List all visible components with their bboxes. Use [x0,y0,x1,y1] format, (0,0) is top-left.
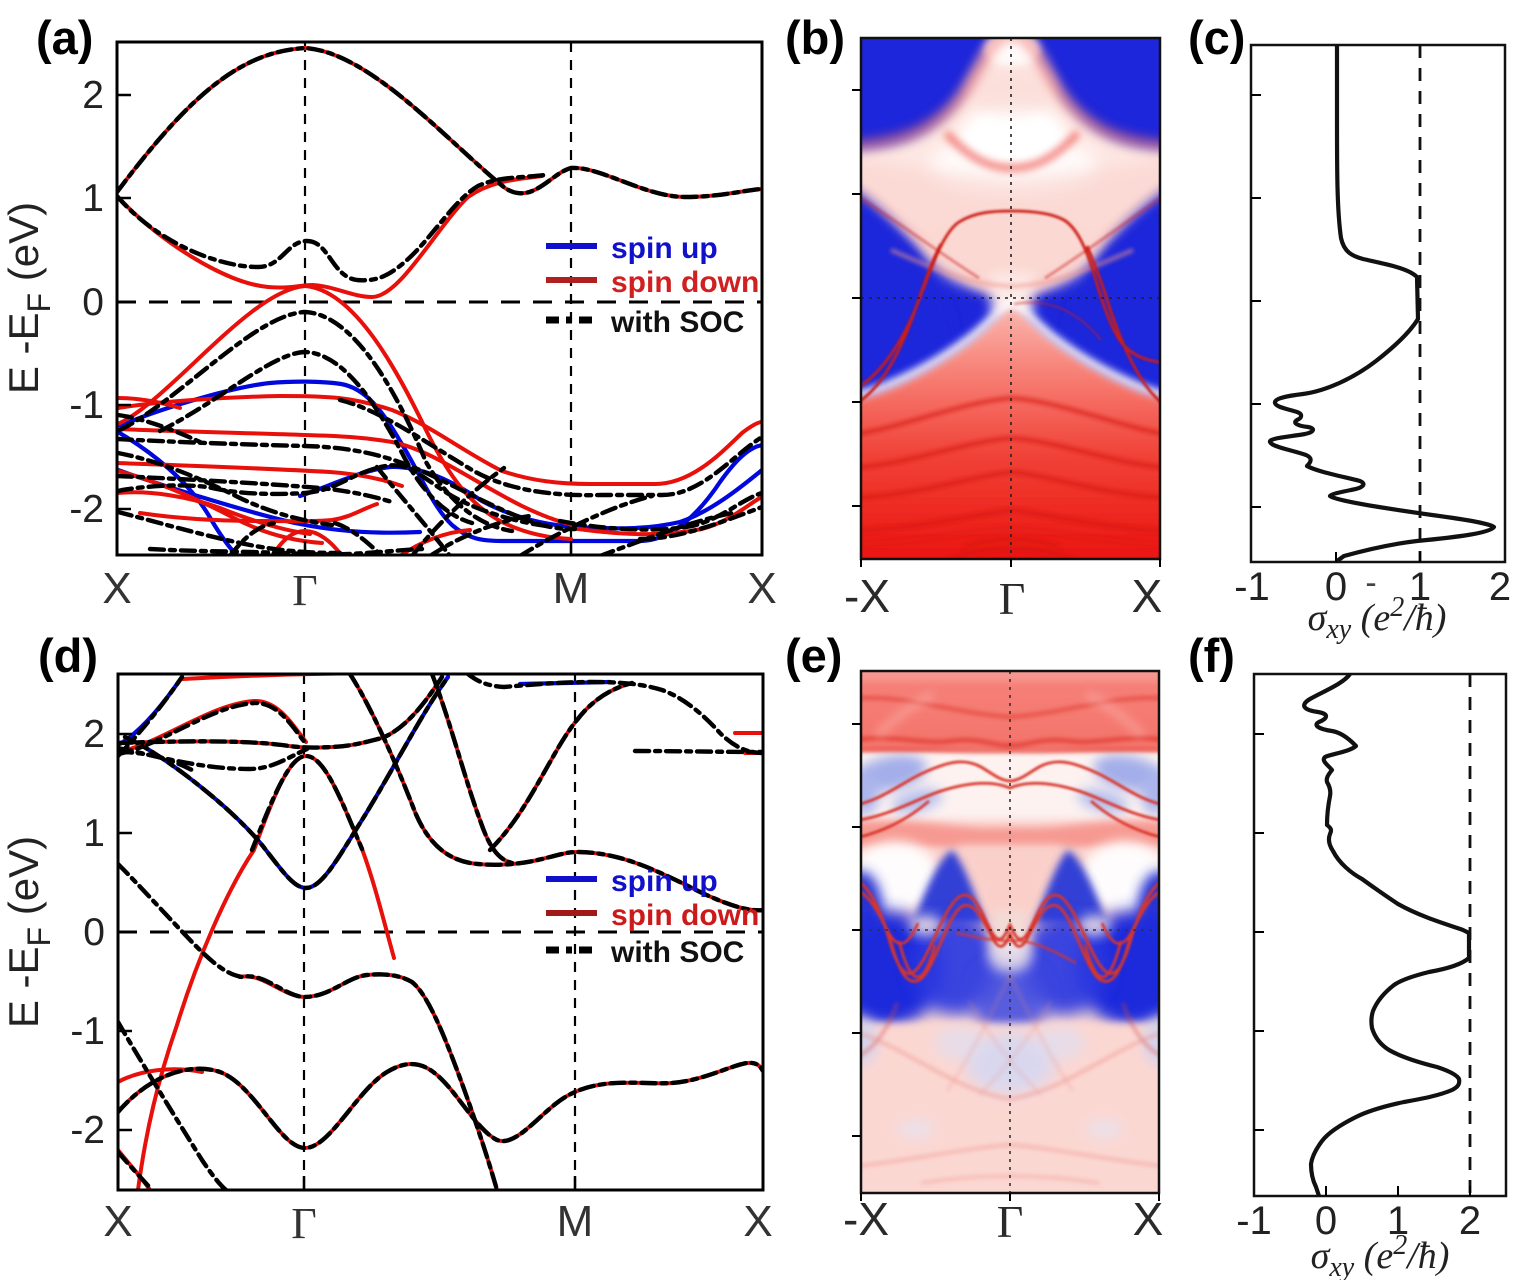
svg-text:with SOC: with SOC [610,936,744,969]
svg-text:2: 2 [82,74,104,117]
svg-text:σxy (e2/ħ): σxy (e2/ħ) [1311,1230,1450,1280]
svg-text:1: 1 [1409,565,1431,609]
svg-text:spin up: spin up [611,865,718,898]
svg-text:-1: -1 [70,1010,105,1053]
svg-text:E -EF (eV): E -EF (eV) [0,836,57,1028]
svg-text:-1: -1 [1234,565,1270,609]
svg-text:-X: -X [844,570,890,622]
svg-text:X: X [103,1197,132,1246]
svg-text:spin up: spin up [611,232,718,265]
svg-text:Γ: Γ [999,573,1026,624]
svg-text:-1: -1 [69,384,104,427]
svg-text:2: 2 [1459,1199,1481,1243]
svg-text:2: 2 [1489,565,1511,609]
svg-text:with SOC: with SOC [610,306,744,339]
svg-text:Γ: Γ [997,1196,1024,1247]
svg-text:(d): (d) [38,629,98,682]
svg-text:0: 0 [83,911,105,954]
svg-text:spin down: spin down [611,899,759,932]
svg-text:(f): (f) [1188,629,1235,682]
svg-text:X: X [747,564,776,613]
svg-text:E -EF (eV): E -EF (eV) [0,202,57,394]
svg-text:X: X [1132,570,1163,622]
svg-text:1: 1 [1387,1199,1409,1243]
svg-text:(c): (c) [1188,11,1245,64]
svg-text:Γ: Γ [291,1199,316,1248]
svg-text:0: 0 [1325,565,1347,609]
svg-text:spin down: spin down [611,266,759,299]
svg-text:0: 0 [82,281,104,324]
svg-text:X: X [1133,1193,1164,1245]
svg-text:1: 1 [82,177,104,220]
svg-text:X: X [102,564,131,613]
svg-text:-2: -2 [70,1109,105,1152]
svg-text:(e): (e) [785,629,842,682]
svg-text:X: X [743,1197,772,1246]
svg-text:1: 1 [83,812,105,855]
svg-text:M: M [553,564,590,613]
svg-text:-: - [1365,564,1376,602]
svg-text:(b): (b) [785,11,845,64]
svg-text:-2: -2 [69,488,104,531]
svg-text:M: M [557,1197,594,1246]
svg-text:2: 2 [83,713,105,756]
svg-text:Γ: Γ [292,566,317,615]
svg-text:-X: -X [843,1193,889,1245]
svg-text:-1: -1 [1236,1199,1272,1243]
svg-text:(a): (a) [36,11,93,64]
svg-text:0: 0 [1315,1199,1337,1243]
